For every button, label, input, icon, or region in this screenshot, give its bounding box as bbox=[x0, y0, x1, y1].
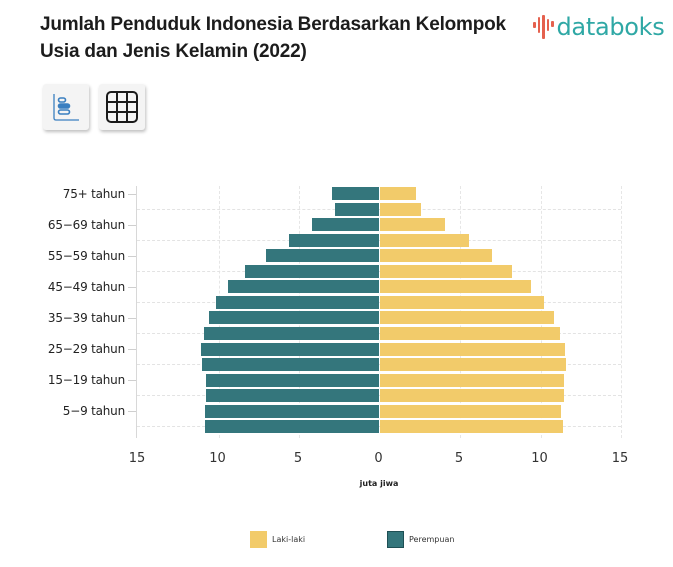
x-axis-label: 10 bbox=[531, 451, 548, 466]
bar-perempuan[interactable] bbox=[201, 342, 380, 356]
bar-perempuan[interactable] bbox=[245, 264, 380, 278]
bar-laki-laki[interactable] bbox=[379, 342, 566, 356]
bar-laki-laki[interactable] bbox=[379, 233, 469, 247]
databoks-bars-icon bbox=[533, 15, 554, 39]
y-axis-tick bbox=[128, 380, 136, 382]
y-axis-tick bbox=[128, 286, 136, 288]
bar-laki-laki[interactable] bbox=[379, 187, 416, 200]
y-axis-tick bbox=[128, 193, 136, 195]
x-axis-label: 10 bbox=[209, 451, 226, 466]
bar-perempuan[interactable] bbox=[206, 389, 380, 403]
y-axis-label: 55−59 tahun bbox=[47, 248, 125, 263]
bar-perempuan[interactable] bbox=[332, 187, 380, 200]
bar-laki-laki[interactable] bbox=[379, 358, 567, 372]
bar-perempuan[interactable] bbox=[228, 280, 380, 294]
bar-laki-laki[interactable] bbox=[379, 249, 492, 263]
legend-label: Laki-laki bbox=[272, 535, 306, 544]
bar-perempuan[interactable] bbox=[266, 249, 380, 263]
y-axis-label: 5−9 tahun bbox=[62, 404, 125, 419]
y-axis-tick bbox=[128, 349, 136, 350]
y-axis-label: 45−49 tahun bbox=[47, 279, 125, 294]
bar-perempuan[interactable] bbox=[335, 202, 380, 216]
bar-perempuan[interactable] bbox=[209, 311, 380, 325]
bar-laki-laki[interactable] bbox=[379, 218, 445, 232]
bar-laki-laki[interactable] bbox=[379, 202, 421, 216]
databoks-logo[interactable]: databoks bbox=[533, 12, 665, 42]
legend-item-perempuan[interactable]: Perempuan bbox=[387, 531, 454, 548]
legend-label: Perempuan bbox=[409, 535, 455, 544]
bar-laki-laki[interactable] bbox=[379, 326, 561, 340]
y-axis-label: 25−29 tahun bbox=[47, 342, 125, 356]
chart-view-button[interactable] bbox=[43, 84, 89, 130]
y-axis-tick bbox=[128, 224, 136, 226]
bar-perempuan[interactable] bbox=[216, 295, 380, 309]
bar-perempuan[interactable] bbox=[205, 420, 380, 434]
bar-perempuan[interactable] bbox=[206, 373, 380, 387]
bar-laki-laki[interactable] bbox=[379, 420, 563, 434]
y-axis-label: 75+ tahun bbox=[62, 186, 125, 201]
y-axis-label: 15−19 tahun bbox=[47, 373, 125, 388]
table-grid-icon bbox=[106, 91, 138, 123]
y-axis-tick bbox=[128, 317, 136, 319]
bar-laki-laki[interactable] bbox=[379, 311, 554, 325]
bar-laki-laki[interactable] bbox=[379, 280, 532, 294]
bar-laki-laki[interactable] bbox=[379, 404, 562, 418]
bar-perempuan[interactable] bbox=[205, 404, 380, 418]
bar-laki-laki[interactable] bbox=[379, 295, 545, 309]
legend-item-laki-laki[interactable]: Laki-laki bbox=[250, 531, 305, 548]
vertical-gridline bbox=[621, 186, 622, 438]
legend-swatch-female bbox=[387, 531, 404, 548]
logo-text: databoks bbox=[556, 13, 665, 41]
y-axis-tick bbox=[128, 255, 136, 257]
x-axis-label: 5 bbox=[293, 451, 303, 466]
y-axis-tick bbox=[128, 411, 136, 413]
x-axis-label: 0 bbox=[374, 451, 383, 466]
y-axis-line bbox=[136, 186, 137, 438]
x-axis-title: juta jiwa bbox=[359, 479, 399, 488]
x-axis-label: 15 bbox=[128, 451, 146, 466]
bar-perempuan[interactable] bbox=[202, 358, 380, 372]
bar-laki-laki[interactable] bbox=[379, 373, 565, 387]
bar-perempuan[interactable] bbox=[289, 233, 380, 247]
y-axis-label: 35−39 tahun bbox=[47, 310, 125, 325]
x-axis-label: 15 bbox=[611, 451, 629, 466]
bar-perempuan[interactable] bbox=[312, 218, 380, 232]
bar-chart-icon bbox=[53, 94, 79, 121]
x-axis-label: 5 bbox=[454, 451, 464, 466]
y-axis-label: 65−69 tahun bbox=[47, 217, 125, 232]
chart-title: Jumlah Penduduk Indonesia Berdasarkan Ke… bbox=[40, 14, 506, 62]
bar-laki-laki[interactable] bbox=[379, 389, 564, 403]
legend-swatch-male bbox=[250, 531, 267, 548]
bar-perempuan[interactable] bbox=[204, 326, 380, 340]
bar-laki-laki[interactable] bbox=[379, 264, 513, 278]
table-view-button[interactable] bbox=[99, 84, 145, 130]
